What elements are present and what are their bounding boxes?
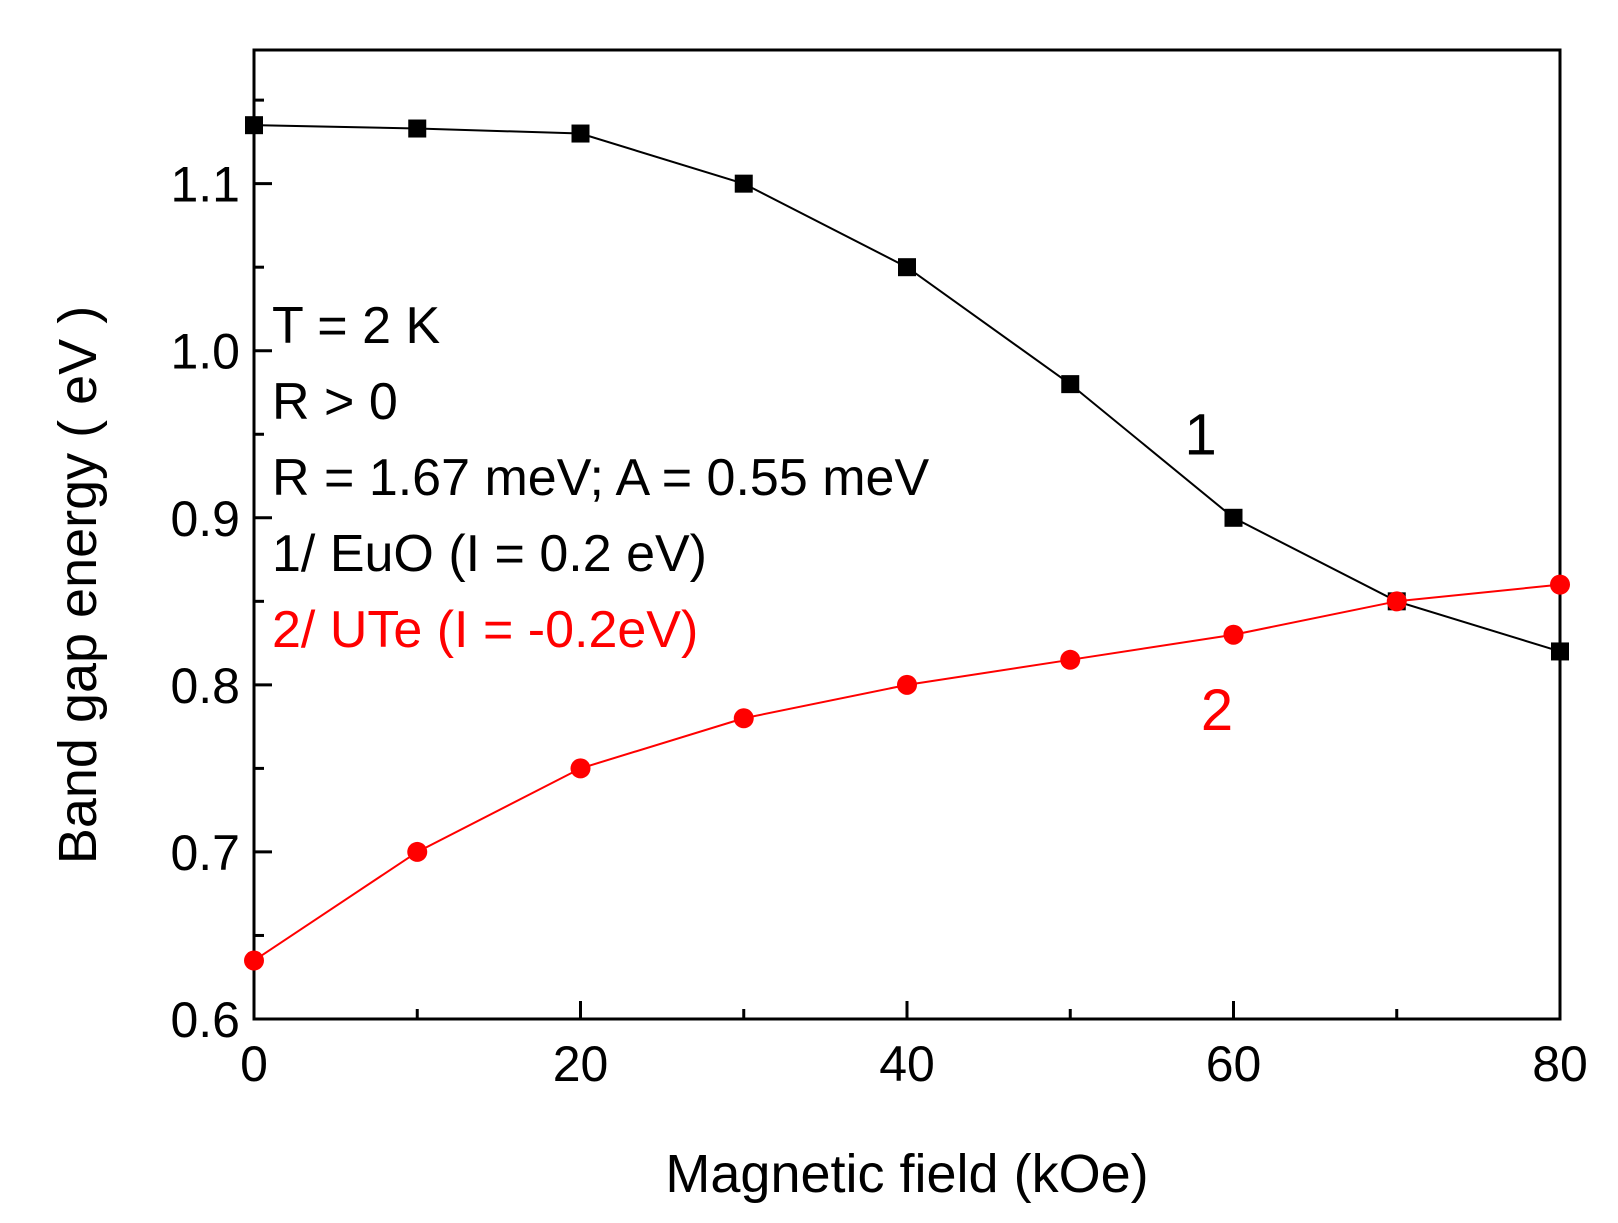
annotation-line: 2/ UTe (I = -0.2eV) — [272, 601, 698, 659]
series-markers — [244, 116, 1570, 971]
series-label-1: 1 — [1185, 402, 1217, 467]
data-point-series-1 — [1224, 508, 1243, 527]
data-point-series-2 — [897, 674, 917, 695]
data-point-series-1 — [1061, 375, 1080, 394]
x-tick-labels: 0 20 40 60 80 — [240, 1036, 1588, 1092]
annotation-line: R > 0 — [272, 373, 398, 431]
data-point-series-1 — [408, 119, 427, 138]
x-tick-label: 40 — [879, 1036, 935, 1092]
annotation-line: R = 1.67 meV; A = 0.55 meV — [272, 449, 929, 507]
y-tick-label: 0.9 — [170, 491, 240, 547]
data-point-series-1 — [898, 258, 916, 277]
x-tick-label: 60 — [1206, 1036, 1262, 1092]
data-point-series-1 — [245, 116, 263, 135]
data-point-series-2 — [733, 708, 754, 729]
y-tick-label: 0.8 — [170, 658, 240, 714]
annotations: T = 2 K R > 0 R = 1.67 meV; A = 0.55 meV 1/… — [272, 297, 929, 659]
data-point-series-2 — [244, 950, 264, 971]
annotation-line: 1/ EuO (I = 0.2 eV) — [272, 525, 707, 583]
data-point-series-1 — [1551, 642, 1569, 661]
y-tick-label: 1.0 — [170, 324, 240, 380]
data-point-series-1 — [734, 174, 753, 193]
series-label-2: 2 — [1201, 678, 1233, 743]
data-point-series-2 — [1550, 574, 1570, 595]
data-point-series-2 — [570, 758, 591, 779]
series-labels: 12 — [1185, 402, 1234, 743]
axis-ticks — [252, 98, 1562, 1021]
y-tick-label: 1.1 — [170, 157, 240, 213]
data-point-series-2 — [1060, 649, 1081, 670]
data-point-series-1 — [571, 124, 590, 143]
y-tick-label: 0.6 — [170, 992, 240, 1048]
y-tick-label: 0.7 — [170, 825, 240, 881]
y-tick-labels: 0.6 0.7 0.8 0.9 1.0 1.1 — [170, 157, 240, 1048]
y-axis-title: Band gap energy ( eV ) — [48, 306, 108, 864]
data-point-series-2 — [1386, 591, 1407, 612]
x-tick-label: 80 — [1532, 1036, 1588, 1092]
x-tick-label: 20 — [553, 1036, 609, 1092]
x-tick-label: 0 — [240, 1036, 268, 1092]
annotation-line: T = 2 K — [272, 297, 440, 355]
data-point-series-2 — [407, 841, 428, 862]
data-point-series-2 — [1223, 624, 1244, 645]
x-axis-title: Magnetic field (kOe) — [665, 1144, 1148, 1204]
